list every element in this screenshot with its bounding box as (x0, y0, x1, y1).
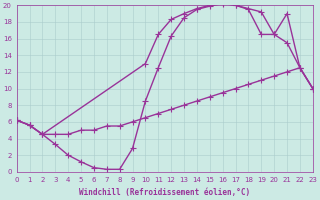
X-axis label: Windchill (Refroidissement éolien,°C): Windchill (Refroidissement éolien,°C) (79, 188, 250, 197)
